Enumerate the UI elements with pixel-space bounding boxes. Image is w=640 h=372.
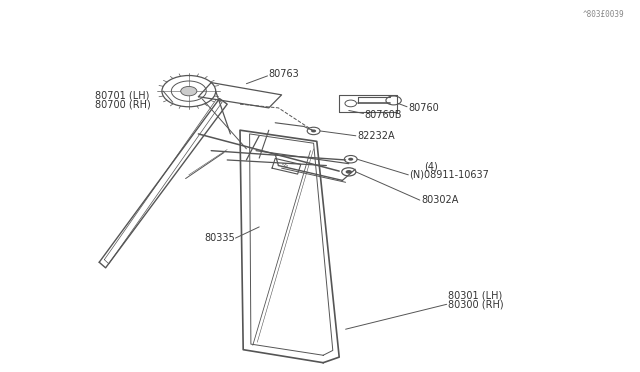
Text: (4): (4) [424, 162, 437, 171]
Circle shape [311, 129, 316, 132]
Text: 80760: 80760 [408, 103, 439, 113]
Text: SS: SS [282, 163, 289, 168]
Text: 80301 (LH): 80301 (LH) [448, 291, 502, 301]
Text: 80700 (RH): 80700 (RH) [95, 100, 150, 110]
Text: 80302A: 80302A [421, 195, 458, 205]
Text: 80701 (LH): 80701 (LH) [95, 91, 149, 101]
Circle shape [180, 86, 197, 96]
Text: (N)08911-10637: (N)08911-10637 [410, 170, 490, 180]
Text: 80335: 80335 [205, 233, 236, 243]
Circle shape [346, 170, 352, 174]
Text: 80760B: 80760B [365, 110, 403, 119]
Text: 80300 (RH): 80300 (RH) [448, 299, 504, 309]
Text: 82232A: 82232A [357, 131, 395, 141]
Text: 80763: 80763 [269, 70, 300, 79]
Circle shape [348, 158, 353, 161]
Text: ^803£0039: ^803£0039 [582, 10, 624, 19]
